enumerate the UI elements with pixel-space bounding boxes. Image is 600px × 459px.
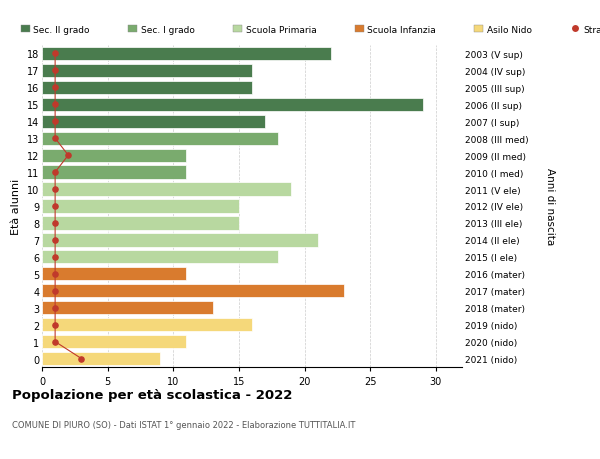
Bar [42, 319, 252, 331]
Legend: Sec. II grado, Sec. I grado, Scuola Primaria, Scuola Infanzia, Asilo Nido, Stran: Sec. II grado, Sec. I grado, Scuola Prim… [17, 22, 600, 38]
Bar [42, 200, 239, 213]
Bar [42, 251, 278, 264]
Point [50, 338, 60, 346]
Point [50, 67, 60, 75]
Bar [42, 268, 187, 281]
Bar [42, 302, 212, 314]
Bar [42, 99, 422, 112]
Point [50, 254, 60, 261]
Point [50, 50, 60, 58]
Bar [42, 48, 331, 61]
Bar [42, 285, 344, 298]
Point [50, 101, 60, 109]
Point [50, 287, 60, 295]
Y-axis label: Anni di nascita: Anni di nascita [545, 168, 555, 245]
Bar [42, 115, 265, 129]
Point [50, 220, 60, 227]
Point [50, 186, 60, 193]
Bar [42, 183, 292, 196]
Text: Popolazione per età scolastica - 2022: Popolazione per età scolastica - 2022 [12, 388, 292, 401]
Bar [42, 335, 187, 348]
Y-axis label: Età alunni: Età alunni [11, 179, 21, 235]
Point [50, 237, 60, 244]
Bar [42, 65, 252, 78]
Text: COMUNE DI PIURO (SO) - Dati ISTAT 1° gennaio 2022 - Elaborazione TUTTITALIA.IT: COMUNE DI PIURO (SO) - Dati ISTAT 1° gen… [12, 420, 355, 429]
Point [50, 84, 60, 92]
Bar [42, 132, 278, 146]
Point [50, 118, 60, 126]
Bar [42, 234, 317, 247]
Point [64, 152, 73, 159]
Bar [42, 217, 239, 230]
Bar [42, 149, 187, 162]
Point [50, 135, 60, 143]
Point [50, 203, 60, 210]
Point [50, 321, 60, 329]
Point [77, 355, 86, 363]
Bar [42, 352, 160, 365]
Point [50, 270, 60, 278]
Bar [42, 82, 252, 95]
Point [50, 169, 60, 176]
Bar [42, 166, 187, 179]
Point [50, 304, 60, 312]
